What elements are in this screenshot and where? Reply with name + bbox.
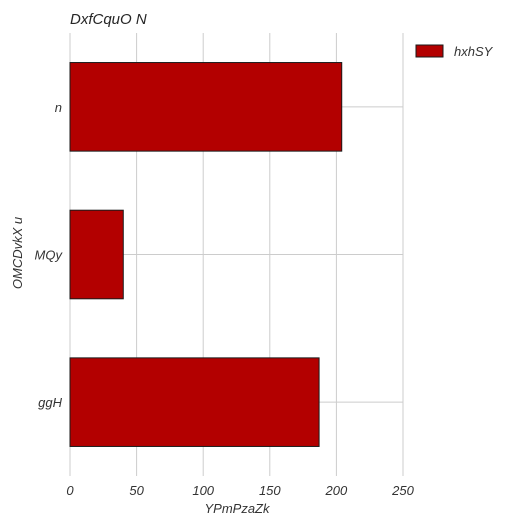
bar — [69, 209, 124, 300]
x-axis-label: YPmPzaZk — [204, 501, 271, 516]
bar — [69, 357, 320, 447]
legend: hxhSY — [415, 44, 494, 59]
bars — [69, 62, 343, 447]
legend-label: hxhSY — [454, 44, 494, 59]
legend-swatch — [415, 44, 444, 58]
x-tick-label: 100 — [192, 483, 214, 498]
x-tick-label: 200 — [325, 483, 348, 498]
x-tick-label: 50 — [129, 483, 144, 498]
y-axis-label: OMCDvkX u — [10, 217, 25, 289]
y-tick-label: n — [55, 100, 62, 115]
chart-title: DxfCquO N — [70, 11, 147, 28]
x-ticks: 0 50 100 150 200 250 — [66, 483, 414, 498]
x-tick-label: 150 — [259, 483, 281, 498]
bar — [69, 62, 343, 152]
y-tick-label: MQy — [35, 248, 64, 263]
x-tick-label: 0 — [66, 483, 74, 498]
y-ticks: n MQy ggH — [35, 100, 64, 410]
y-tick-label: ggH — [38, 395, 62, 410]
x-tick-label: 250 — [391, 483, 414, 498]
